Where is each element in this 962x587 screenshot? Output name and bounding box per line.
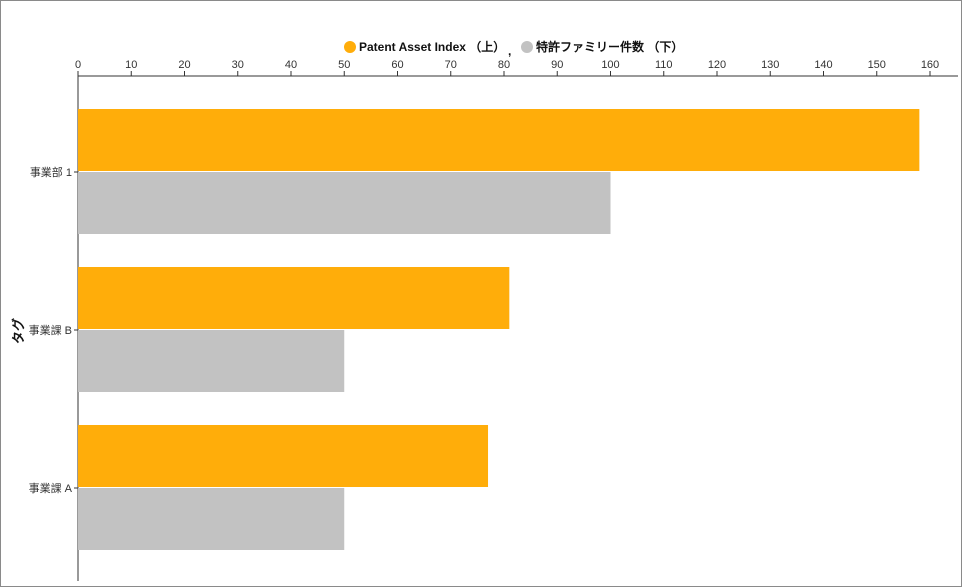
y-tick-label: 事業部 1 <box>30 165 72 179</box>
bars <box>78 109 920 550</box>
x-tick-label: 30 <box>232 59 244 71</box>
x-tick-label: 130 <box>761 59 779 71</box>
bar-patent-family-count[interactable] <box>78 330 345 392</box>
y-axis-title: タグ <box>11 318 26 344</box>
x-axis: 0 10 20 30 40 50 60 70 80 90 100 110 120 130 140 150 160 <box>75 59 958 77</box>
x-tick-label: 80 <box>498 59 510 71</box>
x-tick-label: 110 <box>655 59 673 71</box>
x-tick-label: 10 <box>125 59 137 71</box>
bar-patent-family-count[interactable] <box>78 488 345 550</box>
y-tick-label: 事業課 A <box>29 481 73 495</box>
x-tick-label: 90 <box>551 59 563 71</box>
x-tick-label: 120 <box>708 59 726 71</box>
x-tick-label: 160 <box>921 59 939 71</box>
x-tick-label: 20 <box>178 59 190 71</box>
bar-patent-asset-index[interactable] <box>78 267 510 329</box>
bar-patent-asset-index[interactable] <box>78 109 920 171</box>
x-tick-label: 50 <box>338 59 350 71</box>
legend-label-patent-asset-index[interactable]: Patent Asset Index （上） <box>359 39 505 54</box>
legend: Patent Asset Index （上） , 特許ファミリー件数 （下） <box>344 39 683 58</box>
bar-patent-asset-index[interactable] <box>78 425 489 487</box>
x-tick-label: 70 <box>445 59 457 71</box>
bar-patent-family-count[interactable] <box>78 172 611 234</box>
x-tick-label: 100 <box>601 59 619 71</box>
legend-separator: , <box>508 44 511 58</box>
x-tick-label: 60 <box>391 59 403 71</box>
legend-marker-patent-family-count <box>521 41 533 53</box>
legend-label-patent-family-count[interactable]: 特許ファミリー件数 （下） <box>536 39 683 54</box>
y-tick-label: 事業課 B <box>29 323 72 337</box>
x-tick-label: 40 <box>285 59 297 71</box>
x-tick-label: 140 <box>814 59 832 71</box>
legend-marker-patent-asset-index <box>344 41 356 53</box>
x-tick-label: 150 <box>868 59 886 71</box>
x-tick-label: 0 <box>75 59 81 71</box>
y-axis: 事業部 1 事業課 B 事業課 A <box>29 76 79 581</box>
